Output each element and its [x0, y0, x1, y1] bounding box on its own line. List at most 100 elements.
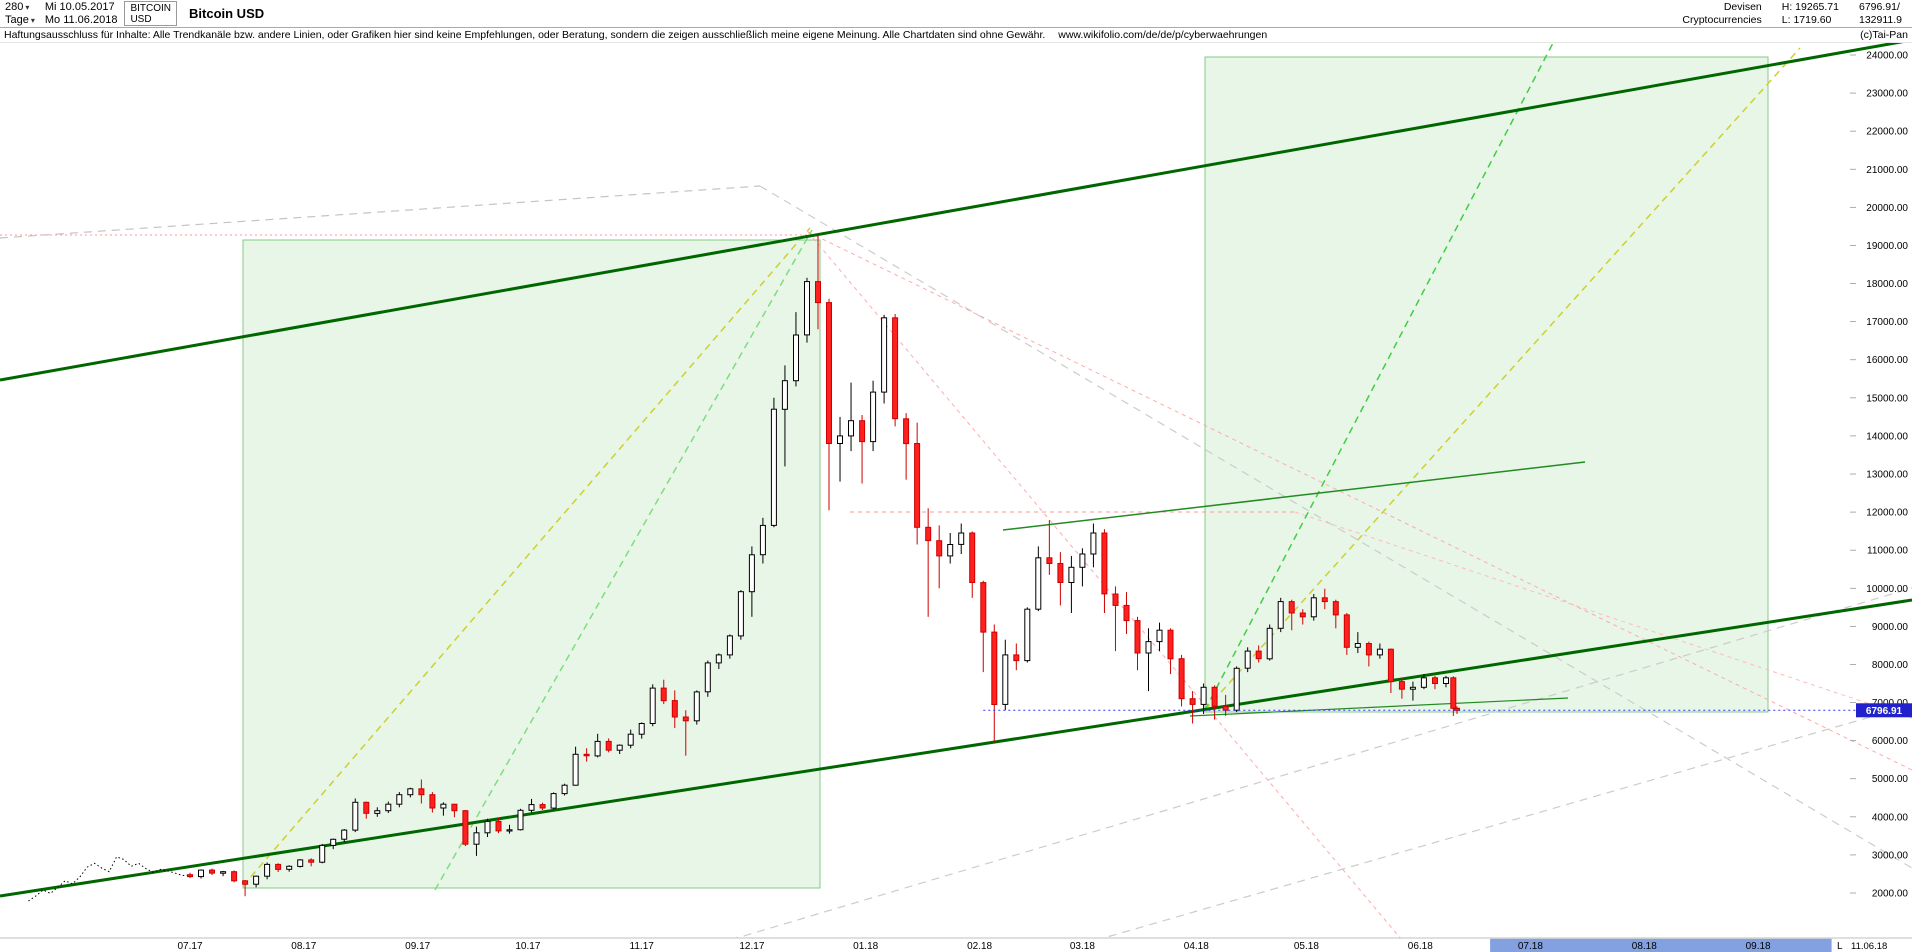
candle-body [980, 582, 987, 633]
early-price-line-layer [28, 856, 191, 902]
price-axis-label: 18000.00 [1866, 279, 1908, 290]
candle-body [286, 865, 293, 870]
candle-body [1068, 566, 1075, 583]
candle-body [484, 820, 491, 834]
candle-body [561, 784, 568, 795]
resistance-line [1002, 461, 1586, 531]
candle-body [1156, 629, 1163, 643]
chart-title: Bitcoin USD [189, 6, 265, 21]
candle-body [870, 391, 877, 443]
candle-body [1035, 557, 1042, 610]
time-axis-label: 11.17 [630, 941, 655, 952]
candle-body [1013, 654, 1020, 662]
candle-body [1365, 643, 1372, 656]
candle-body [737, 591, 744, 637]
candle-body [704, 662, 711, 693]
candle-body [1167, 629, 1174, 660]
candle-body [605, 740, 612, 751]
candle-body [627, 733, 634, 746]
candle-body [1277, 601, 1284, 629]
gray-rising-1 [689, 587, 1912, 952]
candle-body [253, 875, 260, 885]
price-axis-label: 9000.00 [1872, 622, 1909, 633]
time-axis-label: 05.18 [1294, 941, 1319, 952]
candle-body [1123, 604, 1130, 622]
candle-body [1332, 601, 1339, 616]
gray-rising-2 [1054, 704, 1912, 952]
candle-body [198, 869, 204, 878]
candle-body [1178, 658, 1185, 700]
candle-body [715, 654, 722, 664]
candle-body [242, 880, 249, 885]
projection-box-right [1204, 56, 1769, 713]
category-secondary: Cryptocurrencies [1682, 13, 1762, 26]
time-axis-label: 12.17 [739, 941, 764, 952]
candle-body [363, 801, 370, 814]
candle-body [308, 859, 315, 863]
candle-body [616, 744, 623, 751]
candle-body [958, 532, 965, 545]
candle-body [1222, 705, 1229, 711]
candle-body [991, 631, 998, 705]
candle-body [374, 810, 381, 814]
candle-body [1211, 686, 1218, 707]
symbol-box[interactable]: BITCOIN USD [124, 1, 178, 26]
candle-body [1090, 532, 1097, 555]
candle-body [528, 804, 535, 811]
candle-body [264, 863, 271, 877]
bars-count-select[interactable]: 280 ▾ [5, 1, 35, 14]
candle-body [1443, 677, 1449, 684]
period-high: H: 19265.71 [1781, 0, 1839, 13]
copyright-label: (c)Tai-Pan [1860, 28, 1908, 41]
wikifolio-link[interactable]: www.wikifolio.com/de/de/p/cyberwaehrunge… [1058, 28, 1268, 41]
price-chart[interactable]: 2000.003000.004000.005000.006000.007000.… [0, 43, 1912, 952]
upper-channel-line [0, 43, 1904, 382]
last-price-label: 6796.91 [1866, 706, 1903, 717]
candle-body [1420, 677, 1427, 688]
candle-body [1450, 677, 1457, 709]
candle-body [1200, 686, 1207, 705]
price-axis-label: 15000.00 [1866, 393, 1908, 404]
candle-body [759, 524, 766, 556]
future-period-band [1490, 938, 1832, 952]
candle-body [1244, 650, 1251, 669]
candle-body [594, 740, 601, 757]
candle-body [1057, 563, 1064, 583]
candle-body [649, 687, 656, 724]
candle-body [1321, 597, 1328, 603]
price-axis-label: 5000.00 [1872, 774, 1909, 785]
chart-area[interactable]: 2000.003000.004000.005000.006000.007000.… [0, 43, 1912, 952]
candle-body [826, 302, 832, 444]
period-value: Tage [5, 13, 29, 26]
candle-body [969, 532, 976, 583]
candle-body [418, 788, 425, 796]
candle-body [848, 420, 854, 437]
green-trend-left [434, 229, 813, 891]
candle-body [341, 829, 348, 840]
period-select[interactable]: Tage ▾ [5, 14, 35, 27]
candle-body [187, 874, 193, 878]
trend-lines-layer [0, 43, 1912, 952]
candle-body [638, 723, 645, 735]
start-date: Mi 10.05.2017 [44, 0, 115, 13]
price-axis-label: 13000.00 [1866, 470, 1908, 481]
early-price-line [28, 856, 191, 902]
candle-body [1112, 593, 1119, 606]
time-axis-label: 02.18 [967, 941, 992, 952]
candle-body [1002, 654, 1009, 705]
candle-body [1134, 620, 1141, 654]
candle-body [407, 788, 414, 796]
candle-body [385, 803, 392, 812]
candle-body [925, 526, 932, 542]
gray-channel-top [0, 185, 761, 239]
candle-body [914, 443, 921, 528]
candle-body [220, 871, 227, 874]
price-axis-label: 6000.00 [1872, 736, 1909, 747]
category-primary: Devisen [1723, 0, 1762, 13]
yellow-trend-left [242, 227, 811, 887]
price-axis-label: 20000.00 [1866, 203, 1908, 214]
last-price-value: 6796.91/ [1858, 0, 1900, 13]
time-axis-strip [0, 938, 1912, 952]
candle-body [1101, 532, 1108, 595]
price-axis-label: 22000.00 [1866, 127, 1908, 138]
